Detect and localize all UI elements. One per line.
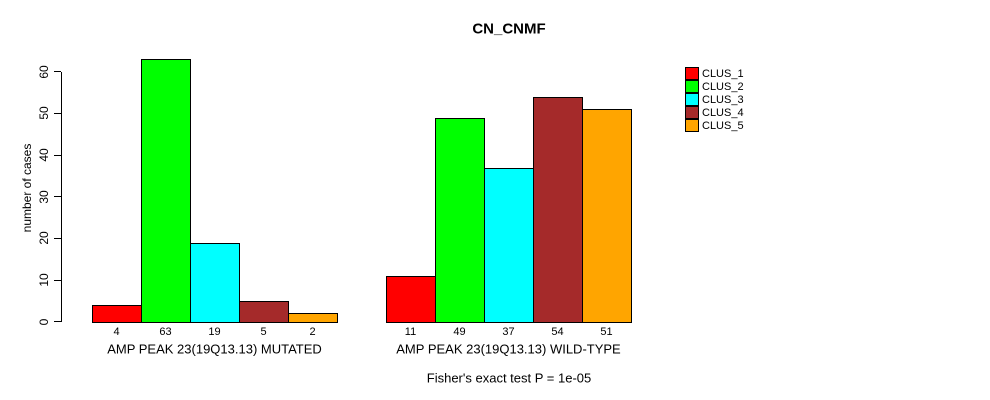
legend-label-clus_1: CLUS_1 <box>702 67 744 80</box>
y-tick-label: 0 <box>37 318 51 326</box>
legend-swatch-clus_4 <box>685 106 699 119</box>
bar-clus_3-group1 <box>190 242 240 323</box>
legend-swatch-clus_5 <box>685 119 699 132</box>
bar-value-label: 63 <box>159 326 172 338</box>
legend-label-clus_2: CLUS_2 <box>702 80 744 93</box>
bar-value-label: 4 <box>113 326 120 338</box>
group-label: AMP PEAK 23(19Q13.13) MUTATED <box>107 341 322 357</box>
bar-value-label: 19 <box>208 326 221 338</box>
y-tick-label: 10 <box>37 273 51 287</box>
y-tick-label: 60 <box>37 65 51 79</box>
bar-clus_1-group2 <box>386 275 436 323</box>
bar-clus_2-group2 <box>435 117 485 323</box>
legend-swatch-clus_3 <box>685 93 699 106</box>
bar-clus_2-group1 <box>141 59 191 323</box>
bar-value-label: 49 <box>453 326 466 338</box>
y-tick-mark <box>54 321 61 323</box>
legend-label-clus_4: CLUS_4 <box>702 106 744 119</box>
bar-clus_5-group2 <box>582 109 632 323</box>
y-axis-line <box>61 72 62 322</box>
y-tick-label: 40 <box>37 148 51 162</box>
bar-value-label: 51 <box>600 326 613 338</box>
bar-value-label: 37 <box>502 326 515 338</box>
group-label: AMP PEAK 23(19Q13.13) WILD-TYPE <box>396 341 621 357</box>
legend-label-clus_3: CLUS_3 <box>702 93 744 106</box>
bar-clus_4-group2 <box>533 96 583 323</box>
y-tick-mark <box>54 237 61 239</box>
bar-value-label: 2 <box>309 326 316 338</box>
y-tick-mark <box>54 112 61 114</box>
y-tick-mark <box>54 71 61 73</box>
bar-clus_1-group1 <box>92 305 142 323</box>
y-axis-label: number of cases <box>20 143 34 233</box>
bar-clus_3-group2 <box>484 167 534 323</box>
legend-label-clus_5: CLUS_5 <box>702 119 744 132</box>
bar-clus_5-group1 <box>288 313 338 323</box>
bar-value-label: 11 <box>404 326 417 338</box>
y-tick-label: 20 <box>37 231 51 246</box>
legend-swatch-clus_2 <box>685 80 699 93</box>
y-tick-mark <box>54 196 61 198</box>
legend-swatch-clus_1 <box>685 67 699 80</box>
bar-value-label: 54 <box>551 326 564 338</box>
bar-value-label: 5 <box>260 326 267 338</box>
y-tick-label: 30 <box>37 190 51 204</box>
y-tick-label: 50 <box>37 106 51 121</box>
y-tick-mark <box>54 279 61 281</box>
fisher-test-annotation: Fisher's exact test P = 1e-05 <box>426 370 592 386</box>
chart-title: CN_CNMF <box>472 20 546 38</box>
bar-clus_4-group1 <box>239 300 289 323</box>
y-tick-mark <box>54 154 61 156</box>
